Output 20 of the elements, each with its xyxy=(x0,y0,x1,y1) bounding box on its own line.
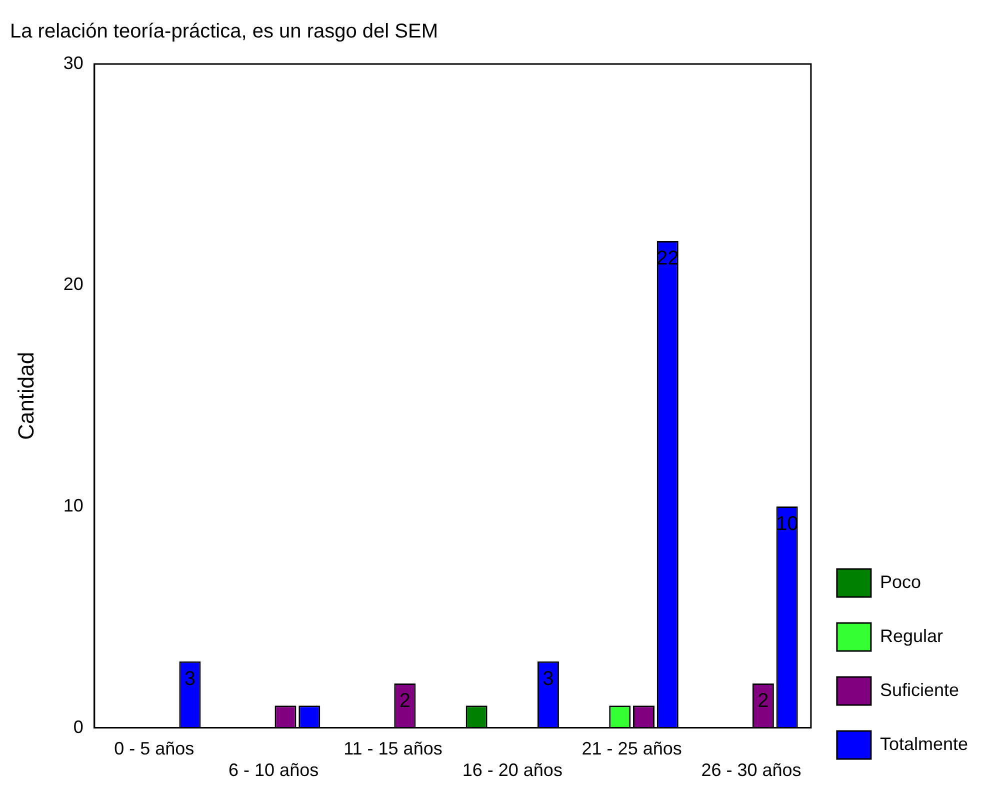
x-tick-label: 6 - 10 años xyxy=(228,760,319,780)
x-tick-label: 21 - 25 años xyxy=(582,738,682,759)
data-label: 2 xyxy=(758,690,769,712)
y-tick-label: 0 xyxy=(73,716,84,737)
legend-label: Poco xyxy=(880,572,921,592)
data-label: 3 xyxy=(184,668,196,690)
data-label: 3 xyxy=(542,668,554,690)
y-tick-label: 20 xyxy=(63,274,84,294)
x-tick-label: 0 - 5 años xyxy=(114,738,194,759)
chart-title: La relación teoría-práctica, es un rasgo del SEM xyxy=(10,20,438,43)
legend-label: Totalmente xyxy=(880,734,968,754)
x-tick-label: 16 - 20 años xyxy=(462,760,562,780)
legend-label: Suficiente xyxy=(880,680,960,700)
x-tick-label: 11 - 15 años xyxy=(344,738,442,759)
y-tick-label: 30 xyxy=(63,52,84,73)
legend-label: Regular xyxy=(880,626,943,646)
x-tick-label: 26 - 30 años xyxy=(701,760,802,780)
data-label: 2 xyxy=(399,690,410,712)
y-tick-label: 10 xyxy=(63,496,84,516)
y-axis-title: Cantidad xyxy=(13,352,38,440)
